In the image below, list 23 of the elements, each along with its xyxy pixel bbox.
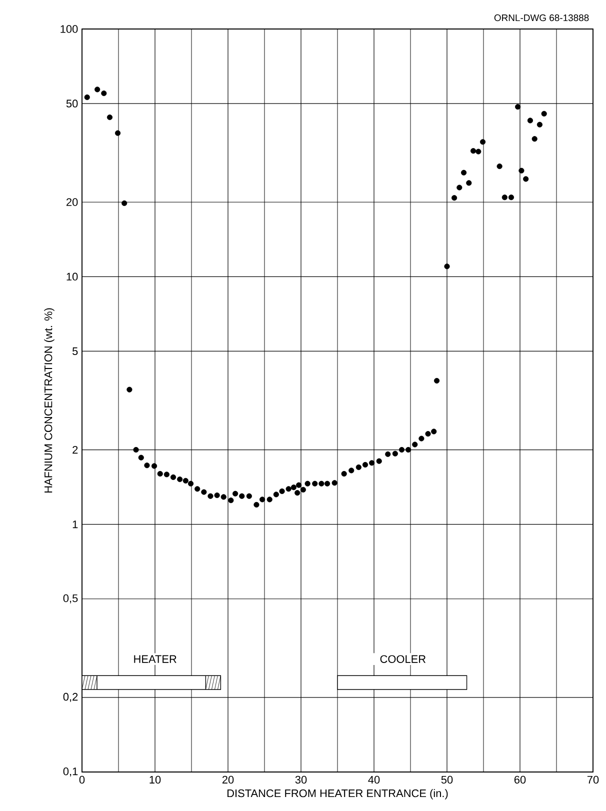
x-tick-label: 50 — [441, 776, 453, 784]
y-tick-label: 10 — [66, 272, 78, 281]
x-tick-label: 0 — [79, 776, 85, 784]
y-tick-label: 0,1 — [63, 767, 78, 777]
y-tick-label: 2 — [72, 446, 78, 454]
x-tick-label: 20 — [222, 776, 234, 784]
x-tick-label: 10 — [150, 776, 161, 784]
x-tick-label: 30 — [295, 776, 307, 784]
annotation: HEATER — [134, 655, 176, 663]
y-tick-label: 0,2 — [63, 692, 78, 702]
x-tick-label: 60 — [514, 776, 526, 784]
y-tick-label: 0,5 — [63, 594, 78, 604]
y-axis-title: HAFNIUM CONCENTRATION (wt. %) — [44, 308, 54, 493]
x-axis-title: DISTANCE FROM HEATER ENTRANCE (in.) — [227, 789, 448, 800]
y-tick-label: 50 — [66, 100, 78, 108]
y-tick-label: 5 — [72, 347, 78, 356]
y-tick-label: 1 — [72, 520, 78, 528]
y-tick-label: 20 — [66, 198, 78, 206]
y-tick-label: 100 — [60, 25, 78, 33]
text: ORNL-DWG 68-13888 — [494, 14, 589, 22]
x-tick-label: 70 — [587, 776, 599, 784]
x-tick-label: 40 — [368, 776, 380, 784]
annotation: COOLER — [380, 655, 426, 663]
